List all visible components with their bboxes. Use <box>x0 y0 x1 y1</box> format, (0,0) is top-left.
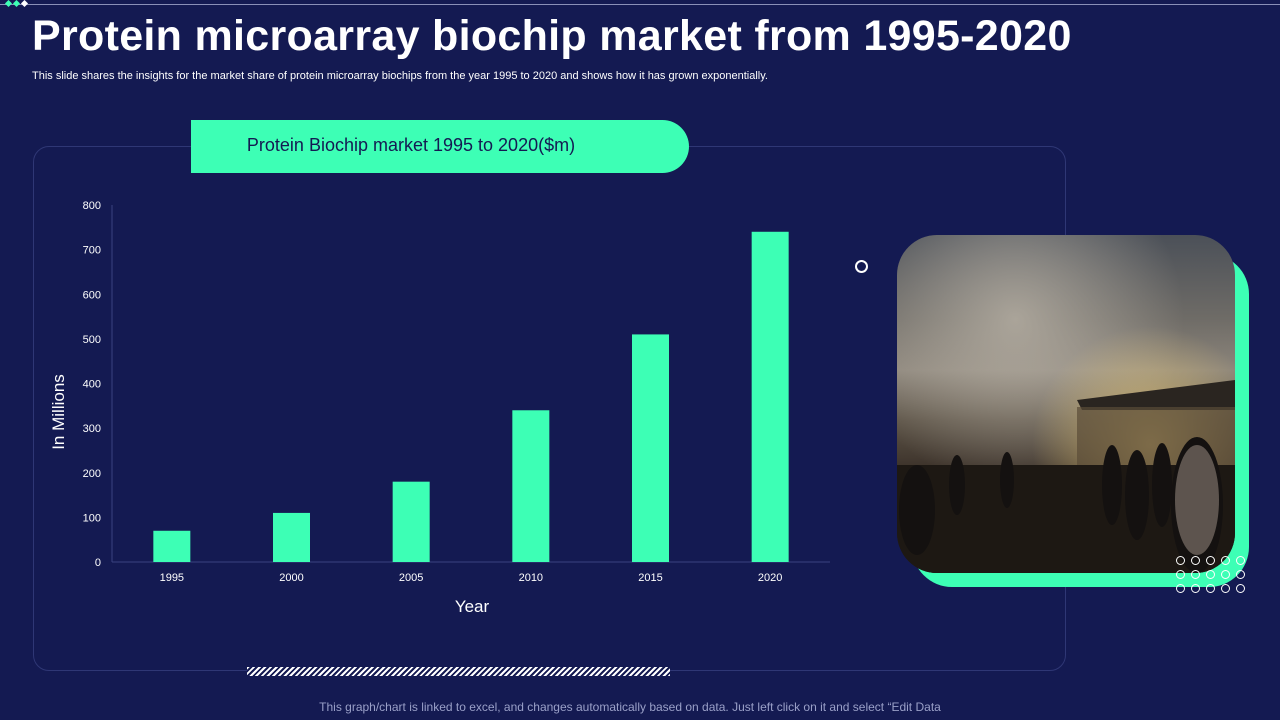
x-axis-label: Year <box>455 597 490 616</box>
photo-night-market-icon <box>897 235 1235 573</box>
bar-1995 <box>153 530 191 562</box>
page-subtitle: This slide shares the insights for the m… <box>32 70 768 82</box>
y-tick-label: 700 <box>83 245 101 257</box>
x-tick-label: 2000 <box>279 572 303 584</box>
x-tick-label: 2005 <box>399 572 423 584</box>
x-tick-label: 1995 <box>160 572 184 584</box>
y-tick-label: 300 <box>83 423 101 435</box>
y-tick-label: 200 <box>83 468 101 480</box>
ring-icon <box>855 260 868 273</box>
x-tick-label: 2010 <box>519 572 543 584</box>
y-tick-label: 400 <box>83 379 101 391</box>
bar-2015 <box>632 334 669 562</box>
bar-2010 <box>512 410 550 562</box>
y-axis-label: In Millions <box>49 374 68 450</box>
y-tick-label: 100 <box>83 512 101 524</box>
x-tick-label: 2015 <box>638 572 662 584</box>
top-rule <box>0 4 1280 5</box>
hatched-bar-decoration <box>247 667 670 676</box>
y-tick-label: 600 <box>83 289 101 301</box>
page-title: Protein microarray biochip market from 1… <box>32 12 1072 60</box>
chart-header-label: Protein Biochip market 1995 to 2020($m) <box>246 135 576 155</box>
bar-2000 <box>273 512 310 562</box>
chart-header-banner: Protein Biochip market 1995 to 2020($m) <box>191 120 868 273</box>
bar-2005 <box>392 481 430 562</box>
bar-2020 <box>751 231 789 562</box>
y-tick-label: 0 <box>95 557 101 569</box>
y-tick-label: 500 <box>83 334 101 346</box>
dot-grid-decoration <box>1176 556 1245 593</box>
footer-note: This graph/chart is linked to excel, and… <box>319 700 941 714</box>
y-tick-label: 800 <box>83 200 101 212</box>
x-tick-label: 2020 <box>758 572 782 584</box>
